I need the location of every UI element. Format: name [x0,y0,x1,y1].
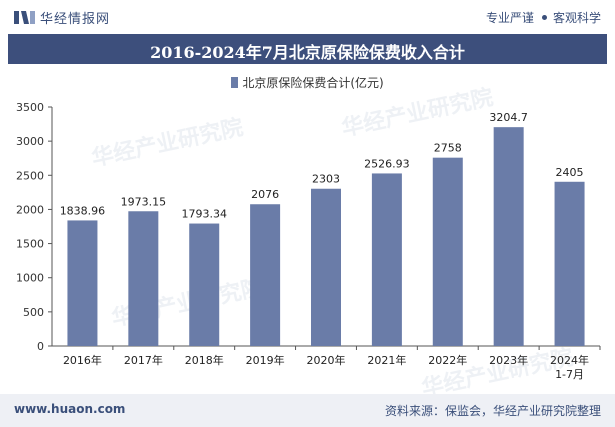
x-tick-label: 2019年 [246,353,285,367]
data-label: 1793.34 [181,208,227,221]
bar-chart: 0 500 1000 1500 2000 2500 3000 3500 1838.96 2016年… [16,101,601,381]
slogan: 专业严谨 客观科学 [486,9,601,26]
footer-bar: www.huaon.com 资料来源：保监会，华经产业研究院整理 [0,394,615,427]
data-label: 2405 [556,166,584,179]
y-tick-label: 0 [37,340,44,353]
y-tick-label: 3000 [16,135,44,148]
slogan-left: 专业严谨 [485,11,534,25]
huajing-logo-icon [14,11,35,24]
data-label: 2076 [251,188,279,201]
y-tick-label: 500 [23,306,44,319]
x-tick-label: 2021年 [367,353,406,367]
bar [371,173,402,346]
y-tick-label: 3500 [16,101,44,114]
data-label: 3204.7 [489,111,528,124]
y-tick-label: 1000 [16,272,44,285]
x-tick-label: 2023年 [489,353,528,367]
x-tick-label: 1-7月 [555,368,584,381]
chart-legend: 北京原保险保费合计(亿元) [0,74,615,91]
x-tick-label: 2022年 [428,353,467,367]
slogan-right: 客观科学 [552,11,601,25]
data-label: 1838.96 [60,204,106,217]
footer-url[interactable]: www.huaon.com [14,402,126,416]
data-label: 1973.15 [121,195,167,208]
title-bar: 2016-2024年7月北京原保险保费收入合计 [8,34,607,64]
bar [67,220,98,346]
x-tick-label: 2017年 [124,353,163,367]
legend-label: 北京原保险保费合计(亿元) [242,76,384,90]
brand-name: 华经情报网 [40,12,111,27]
bar [128,211,159,346]
x-tick-label: 2018年 [185,353,224,367]
bar [554,181,585,346]
footer-source: 资料来源：保监会，华经产业研究院整理 [384,404,601,418]
bar [250,204,281,346]
legend-swatch-icon [231,77,239,88]
data-label: 2526.93 [364,157,410,170]
y-tick-label: 1500 [16,238,44,251]
data-label: 2303 [312,173,340,186]
bar [189,223,220,346]
chart-title: 2016-2024年7月北京原保险保费收入合计 [150,43,465,62]
y-tick-label: 2000 [16,203,44,216]
y-tick-label: 2500 [16,169,44,182]
bullet-icon [541,15,547,20]
bar [311,188,341,346]
bar [493,127,524,347]
x-tick-label: 2024年 [550,353,589,367]
data-label: 2758 [434,142,462,155]
top-bar: 华经情报网 专业严谨 客观科学 [0,0,615,34]
bar [432,157,463,346]
x-tick-label: 2020年 [307,353,346,367]
x-tick-label: 2016年 [63,353,102,367]
